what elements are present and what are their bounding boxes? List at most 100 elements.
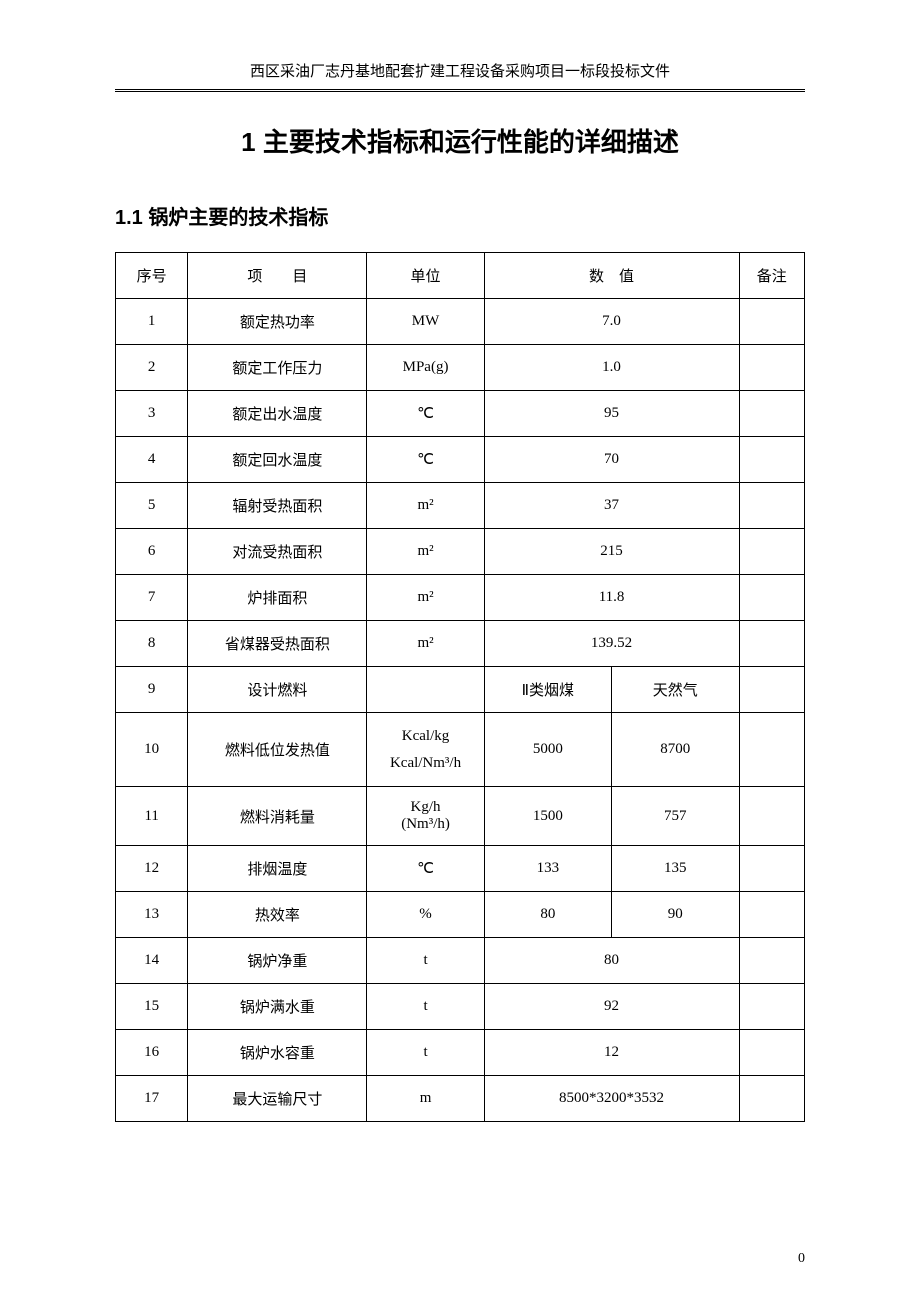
cell-item: 排烟温度: [188, 846, 367, 892]
header-value: 数 值: [484, 253, 739, 299]
cell-note: [739, 846, 805, 892]
table-row: 2 额定工作压力 MPa(g) 1.0: [116, 345, 805, 391]
cell-item: 锅炉满水重: [188, 984, 367, 1030]
table-row: 12 排烟温度 ℃ 133 135: [116, 846, 805, 892]
table-row: 9 设计燃料 Ⅱ类烟煤 天然气: [116, 667, 805, 713]
cell-seq: 13: [116, 892, 188, 938]
cell-note: [739, 713, 805, 787]
unit-line1: Kg/h: [371, 799, 479, 816]
cell-seq: 5: [116, 483, 188, 529]
cell-value: 215: [484, 529, 739, 575]
cell-val1: 5000: [484, 713, 611, 787]
cell-item: 辐射受热面积: [188, 483, 367, 529]
header-unit: 单位: [367, 253, 484, 299]
cell-seq: 9: [116, 667, 188, 713]
cell-value: 11.8: [484, 575, 739, 621]
cell-item: 额定工作压力: [188, 345, 367, 391]
header-note: 备注: [739, 253, 805, 299]
cell-val2: 135: [612, 846, 739, 892]
cell-item: 省煤器受热面积: [188, 621, 367, 667]
cell-value: 70: [484, 437, 739, 483]
unit-line2: (Nm³/h): [371, 816, 479, 833]
cell-note: [739, 621, 805, 667]
table-row: 6 对流受热面积 m² 215: [116, 529, 805, 575]
main-title: 1 主要技术指标和运行性能的详细描述: [115, 122, 805, 159]
table-row: 16 锅炉水容重 t 12: [116, 1030, 805, 1076]
cell-unit: t: [367, 938, 484, 984]
table-row: 4 额定回水温度 ℃ 70: [116, 437, 805, 483]
header-seq: 序号: [116, 253, 188, 299]
cell-value: 92: [484, 984, 739, 1030]
cell-value: 7.0: [484, 299, 739, 345]
table-row: 17 最大运输尺寸 m 8500*3200*3532: [116, 1076, 805, 1122]
cell-note: [739, 984, 805, 1030]
cell-note: [739, 299, 805, 345]
cell-note: [739, 892, 805, 938]
cell-item: 额定回水温度: [188, 437, 367, 483]
cell-item: 热效率: [188, 892, 367, 938]
table-row: 15 锅炉满水重 t 92: [116, 984, 805, 1030]
cell-val2: 8700: [612, 713, 739, 787]
table-row: 13 热效率 % 80 90: [116, 892, 805, 938]
cell-value: 12: [484, 1030, 739, 1076]
unit-line1: Kcal/kg: [371, 728, 479, 745]
cell-value: 80: [484, 938, 739, 984]
cell-seq: 1: [116, 299, 188, 345]
cell-val1: Ⅱ类烟煤: [484, 667, 611, 713]
cell-unit: ℃: [367, 437, 484, 483]
cell-item: 锅炉净重: [188, 938, 367, 984]
cell-note: [739, 1030, 805, 1076]
cell-note: [739, 529, 805, 575]
cell-seq: 17: [116, 1076, 188, 1122]
table-row: 11 燃料消耗量 Kg/h (Nm³/h) 1500 757: [116, 787, 805, 846]
cell-seq: 6: [116, 529, 188, 575]
cell-unit: m²: [367, 575, 484, 621]
cell-unit: m: [367, 1076, 484, 1122]
table-row: 8 省煤器受热面积 m² 139.52: [116, 621, 805, 667]
table-header-row: 序号 项 目 单位 数 值 备注: [116, 253, 805, 299]
cell-value: 95: [484, 391, 739, 437]
cell-seq: 12: [116, 846, 188, 892]
table-row: 5 辐射受热面积 m² 37: [116, 483, 805, 529]
cell-unit: ℃: [367, 391, 484, 437]
cell-seq: 2: [116, 345, 188, 391]
cell-item: 最大运输尺寸: [188, 1076, 367, 1122]
cell-note: [739, 938, 805, 984]
document-header: 西区采油厂志丹基地配套扩建工程设备采购项目一标段投标文件: [115, 60, 805, 92]
cell-note: [739, 345, 805, 391]
cell-seq: 11: [116, 787, 188, 846]
cell-item: 对流受热面积: [188, 529, 367, 575]
cell-value: 8500*3200*3532: [484, 1076, 739, 1122]
cell-val1: 80: [484, 892, 611, 938]
cell-seq: 4: [116, 437, 188, 483]
spec-table: 序号 项 目 单位 数 值 备注 1 额定热功率 MW 7.0 2 额定工作压力…: [115, 252, 805, 1122]
table-row: 10 燃料低位发热值 Kcal/kg Kcal/Nm³/h 5000 8700: [116, 713, 805, 787]
table-row: 1 额定热功率 MW 7.0: [116, 299, 805, 345]
cell-note: [739, 391, 805, 437]
cell-seq: 8: [116, 621, 188, 667]
cell-seq: 3: [116, 391, 188, 437]
cell-note: [739, 575, 805, 621]
unit-line2: Kcal/Nm³/h: [371, 755, 479, 772]
cell-item: 设计燃料: [188, 667, 367, 713]
cell-val2: 天然气: [612, 667, 739, 713]
cell-seq: 16: [116, 1030, 188, 1076]
cell-unit: m²: [367, 621, 484, 667]
table-row: 14 锅炉净重 t 80: [116, 938, 805, 984]
cell-value: 1.0: [484, 345, 739, 391]
cell-val2: 757: [612, 787, 739, 846]
table-row: 7 炉排面积 m² 11.8: [116, 575, 805, 621]
table-row: 3 额定出水温度 ℃ 95: [116, 391, 805, 437]
cell-val2: 90: [612, 892, 739, 938]
page-number: 0: [798, 1251, 805, 1267]
cell-item: 炉排面积: [188, 575, 367, 621]
cell-unit: MW: [367, 299, 484, 345]
cell-item: 燃料消耗量: [188, 787, 367, 846]
cell-item: 额定出水温度: [188, 391, 367, 437]
cell-val1: 133: [484, 846, 611, 892]
cell-unit: m²: [367, 483, 484, 529]
cell-seq: 15: [116, 984, 188, 1030]
cell-note: [739, 437, 805, 483]
cell-note: [739, 1076, 805, 1122]
cell-item: 锅炉水容重: [188, 1030, 367, 1076]
